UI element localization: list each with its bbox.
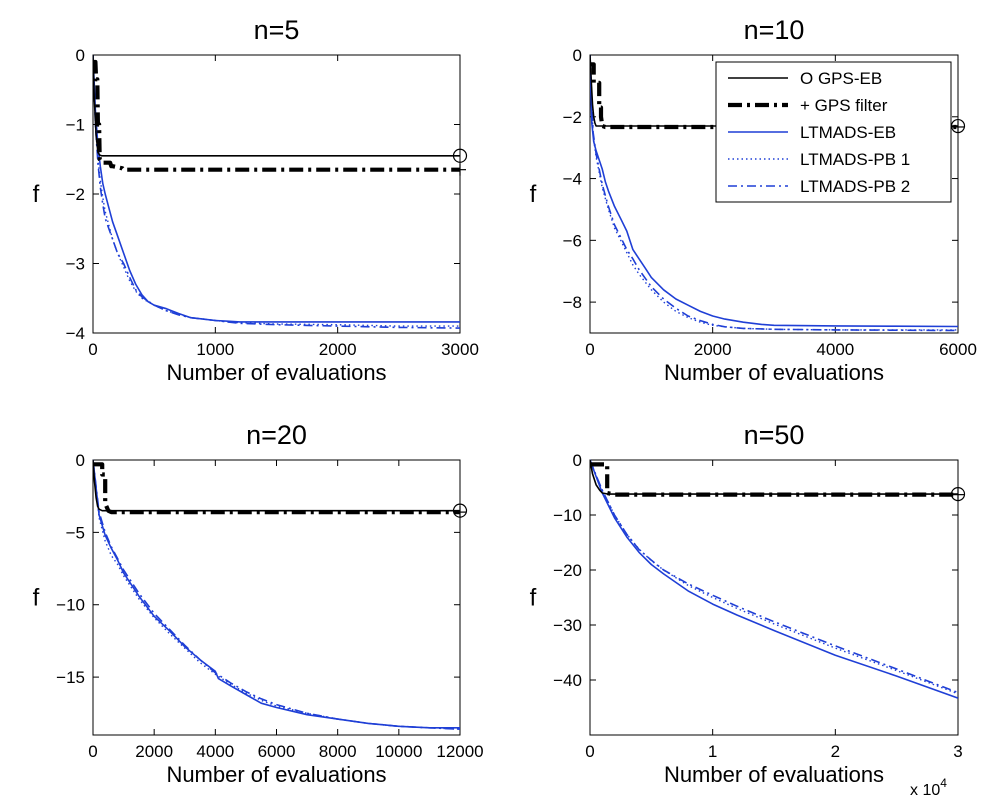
y-tick-label: −5 [66,523,85,542]
y-tick-label: −10 [553,506,582,525]
x-tick-label: 10000 [375,742,422,761]
y-tick-label: −3 [66,255,85,274]
y-tick-label: −4 [563,170,582,189]
x-axis-label: Number of evaluations [166,360,386,385]
y-tick-label: −8 [563,293,582,312]
x-tick-label: 0 [585,340,594,359]
x-tick-label: 0 [585,742,594,761]
x-tick-label: 4000 [816,340,854,359]
axes-box [589,459,959,736]
y-tick-label: −2 [563,108,582,127]
x-tick-label: 2000 [319,340,357,359]
y-tick-label: −4 [66,324,85,343]
legend-entry: + GPS filter [800,96,888,115]
y-tick-label: −20 [553,561,582,580]
chart-title: n=5 [254,15,300,45]
series-gps-filter-line [93,462,460,515]
x-scale-exponent: 4 [940,776,947,790]
x-axis-label: Number of evaluations [664,360,884,385]
x-axis-label: Number of evaluations [664,762,884,787]
x-tick-label: 4000 [196,742,234,761]
panel-3: n=20 0 2000 4000 6000 8000 10000 12000 0 −5 −10 −15… [33,420,484,787]
y-tick-label: −40 [553,671,582,690]
x-tick-label: 6000 [258,742,296,761]
x-tick-label: 1000 [196,340,234,359]
y-axis-label: f [530,181,537,208]
series-gps-filter-line [590,62,958,130]
chart-title: n=50 [744,420,805,450]
legend-entry: O GPS-EB [800,69,882,88]
x-tick-label: 0 [88,340,97,359]
series-gps-filter-line [93,59,460,172]
y-axis-label: f [530,585,537,612]
x-tick-label: 2000 [694,340,732,359]
x-tick-label: 3 [953,742,962,761]
series-gps-eb-line [590,54,958,127]
panel-1: n=5 0 1000 2000 3000 0 −1 −2 −3 −4 Number of evalu… [33,15,479,385]
y-tick-label: −10 [56,596,85,615]
axes-box [92,54,461,334]
legend-entry: LTMADS-EB [800,123,896,142]
series-gps-eb-line [93,459,460,512]
x-tick-label: 1 [708,742,717,761]
series-ltmads-pb-2-line [590,459,958,694]
series-gps-eb-line [93,54,460,157]
legend-entry: LTMADS-PB 1 [800,150,910,169]
series-ltmads-pb-2-line [93,54,460,329]
y-tick-label: 0 [76,451,85,470]
x-axis-label: Number of evaluations [166,762,386,787]
series-ltmads-eb-line [590,54,958,328]
y-tick-label: 0 [76,46,85,65]
x-scale-label: x 104 [910,776,947,799]
chart-title: n=10 [744,15,805,45]
x-tick-label: 12000 [436,742,483,761]
panel-4: n=50 0 1 2 3 0 −10 −20 −30 −40 Number of evaluatio… [530,420,966,799]
y-tick-label: −2 [66,185,85,204]
y-tick-label: 0 [573,451,582,470]
x-tick-label: 2 [831,742,840,761]
series-ltmads-pb-1-line [93,54,460,327]
axes-box [92,459,461,736]
gps-eb-end-marker [452,148,468,163]
chart-title: n=20 [246,420,307,450]
y-axis-label: f [33,181,40,208]
y-tick-label: −6 [563,231,582,250]
x-tick-label: 0 [88,742,97,761]
series-ltmads-pb-2-line [93,459,460,730]
x-tick-label: 8000 [319,742,357,761]
y-tick-label: −15 [56,668,85,687]
y-tick-label: −30 [553,616,582,635]
series-ltmads-pb-1-line [590,54,958,331]
legend: O GPS-EB + GPS filter LTMADS-EB LTMADS-PB 1… [715,61,952,203]
y-tick-label: −1 [66,116,85,135]
y-axis-label: f [33,585,40,612]
x-tick-label: 3000 [441,340,479,359]
y-tick-label: 0 [573,46,582,65]
series-ltmads-eb-line [590,459,958,699]
legend-entry: LTMADS-PB 2 [800,177,910,196]
x-tick-label: 6000 [939,340,977,359]
panel-2: n=10 0 2000 4000 6000 0 −2 −4 −6 −8 Number of eval… [530,15,977,385]
x-tick-label: 2000 [135,742,173,761]
